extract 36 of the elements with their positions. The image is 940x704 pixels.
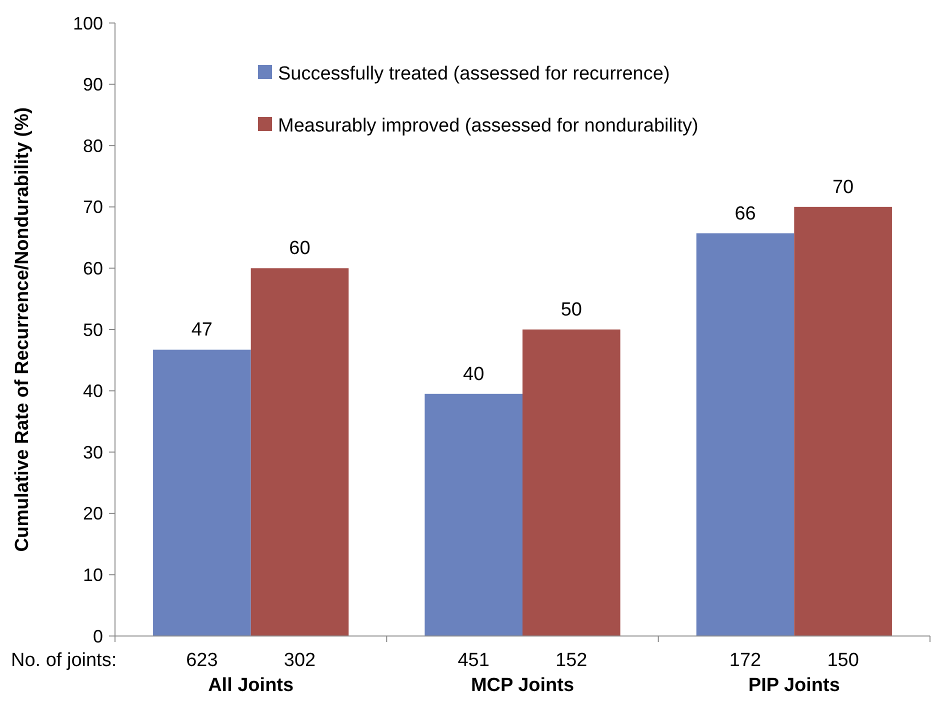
text: 152 xyxy=(556,650,588,671)
text: 302 xyxy=(284,650,316,671)
y-tick-label: 10 xyxy=(82,565,103,585)
bar xyxy=(424,394,522,636)
legend-label: Successfully treated (assessed for recurrence) xyxy=(278,64,670,85)
data-label: 60 xyxy=(289,238,310,260)
bar xyxy=(522,330,620,636)
y-tick-label: 60 xyxy=(82,258,103,278)
data-label: 50 xyxy=(560,300,582,320)
legend-label: Measurably improved (assessed for nondurability) xyxy=(278,116,698,137)
x-tick-label: MCP Joints xyxy=(470,675,574,696)
y-tick-label: 70 xyxy=(82,197,103,218)
text: 451 xyxy=(458,650,490,671)
y-tick-label: 20 xyxy=(82,504,103,524)
y-tick-label: 80 xyxy=(82,136,103,156)
data-label: 66 xyxy=(734,203,756,224)
text: 150 xyxy=(827,650,859,671)
data-label: 40 xyxy=(463,364,484,385)
text: 172 xyxy=(729,650,762,671)
text: No. of joints: xyxy=(11,650,117,671)
data-label: 47 xyxy=(191,320,213,341)
bar xyxy=(696,233,794,636)
y-tick-label: 50 xyxy=(82,320,103,340)
x-tick-label: PIP Joints xyxy=(748,675,840,696)
bar xyxy=(794,206,892,636)
y-tick-label: 100 xyxy=(72,13,103,34)
data-label: 70 xyxy=(832,176,854,198)
y-tick-label: 30 xyxy=(82,442,103,462)
y-tick-label: 90 xyxy=(82,74,103,95)
y-tick-label: 0 xyxy=(92,626,103,646)
bar xyxy=(153,350,251,636)
x-tick-label: All Joints xyxy=(208,675,294,696)
bar xyxy=(250,268,349,636)
y-axis-title: Cumulative Rate of Recurrence/Nondurability (%) xyxy=(12,107,33,552)
text: 623 xyxy=(186,650,218,671)
y-tick-label: 40 xyxy=(82,381,103,402)
